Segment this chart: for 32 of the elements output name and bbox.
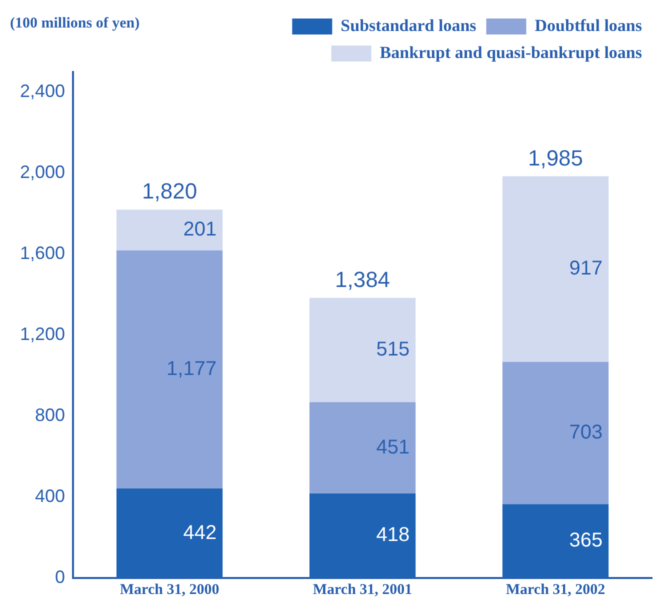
total-label: 1,820 — [142, 178, 198, 204]
data-label: 418 — [376, 524, 410, 546]
data-label: 365 — [569, 530, 603, 552]
total-label: 1,384 — [334, 266, 390, 292]
bar — [116, 250, 223, 489]
x-tick-label: March 31, 2001 — [312, 582, 412, 598]
data-label: 442 — [183, 522, 217, 544]
y-tick-label: 400 — [34, 486, 66, 506]
x-tick-label: March 31, 2002 — [506, 582, 606, 598]
bar — [309, 298, 416, 402]
data-label: 451 — [376, 436, 410, 458]
total-label: 1,985 — [528, 145, 584, 170]
data-label: 703 — [569, 421, 603, 444]
y-tick-label: 1,600 — [20, 243, 66, 264]
data-label: 1,177 — [166, 358, 217, 380]
y-axis-title: (100 millions of yen) — [10, 15, 140, 32]
bar — [502, 362, 609, 504]
y-tick-label: 0 — [55, 566, 66, 587]
data-label: 515 — [376, 338, 410, 361]
legend-label: Bankrupt and quasi-bankrupt loans — [380, 42, 642, 62]
x-tick-label: March 31, 2000 — [120, 582, 220, 598]
data-label: 201 — [183, 218, 217, 240]
y-tick-label: 2,400 — [20, 81, 66, 102]
data-label: 917 — [569, 258, 603, 280]
y-tick-label: 800 — [34, 405, 66, 426]
y-tick-label: 2,000 — [20, 162, 66, 182]
bar — [116, 210, 223, 250]
y-tick-label: 1,200 — [20, 324, 66, 344]
legend-label: Substandard loans — [340, 16, 477, 35]
bar — [502, 176, 609, 362]
legend-label: Doubtful loans — [534, 16, 642, 35]
bar — [309, 402, 416, 494]
